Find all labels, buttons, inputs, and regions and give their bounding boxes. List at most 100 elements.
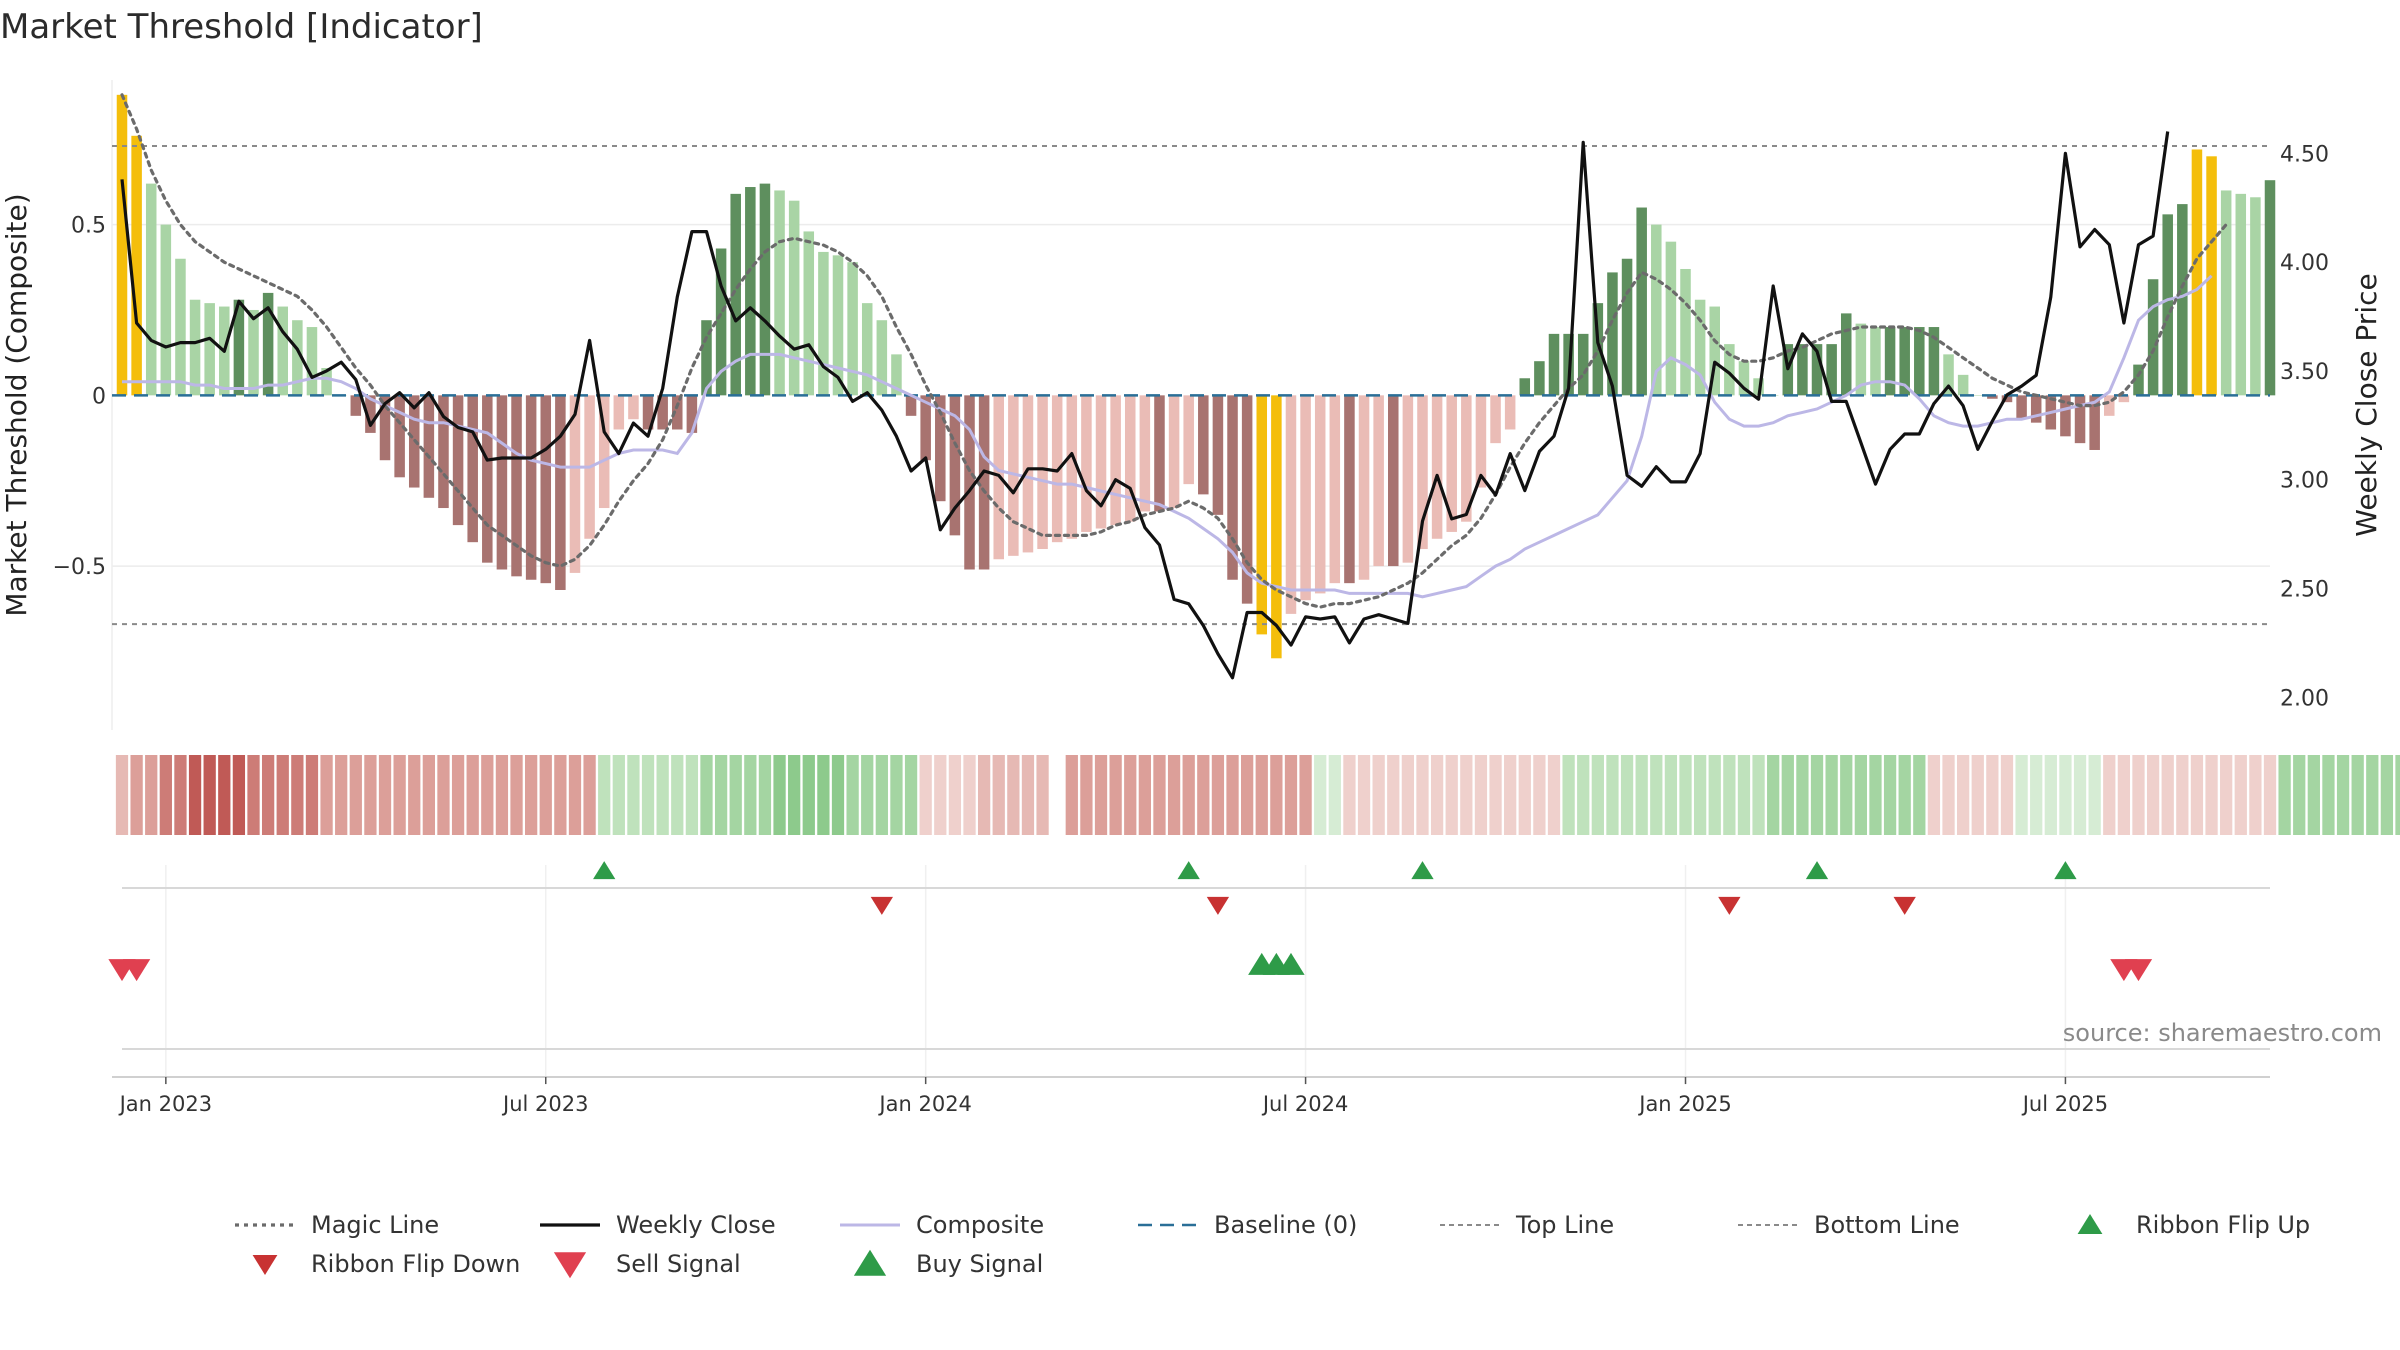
histogram-bar <box>365 395 376 433</box>
legend-label: Baseline (0) <box>1214 1211 1357 1239</box>
ribbon-cell <box>1810 755 1824 835</box>
ribbon-cell <box>1620 755 1634 835</box>
chart-title: Market Threshold [Indicator] <box>0 7 483 47</box>
histogram-bar <box>1504 395 1516 430</box>
histogram-bar <box>1490 395 1501 444</box>
ribbon-cell <box>1679 755 1692 835</box>
histogram-bar <box>1373 395 1384 567</box>
histogram-bar <box>1446 395 1457 532</box>
histogram-bar <box>949 395 961 536</box>
ribbon-cell <box>2030 755 2043 835</box>
ribbon-cell <box>203 755 216 835</box>
ribbon-cell <box>1986 755 1999 835</box>
ribbon-cell <box>744 755 757 835</box>
ribbon-cell <box>554 755 567 835</box>
histogram-bar <box>2118 395 2130 403</box>
histogram-bar <box>248 309 259 396</box>
right-y-axis: 4.50 4.00 3.50 3.00 2.50 2.00 <box>2280 142 2329 711</box>
histogram-bar <box>1548 333 1560 396</box>
ribbon-cell <box>2220 755 2233 835</box>
ribbon-cell <box>2044 755 2057 835</box>
ribbon-cell <box>2249 755 2262 835</box>
ribbon-cell <box>1577 755 1590 835</box>
legend-item-buy: Buy Signal <box>853 1249 1043 1278</box>
ribbon-cell <box>568 755 582 835</box>
ribbon-cell <box>1314 755 1327 835</box>
ribbon-cell <box>510 755 523 835</box>
ribbon-cell <box>2073 755 2087 835</box>
right-y-tick-label: 4.50 <box>2280 142 2329 167</box>
ribbon-flip-down-marker <box>1206 896 1230 915</box>
ribbon-cell <box>1854 755 1867 835</box>
legend-item-baseline: Baseline (0) <box>1138 1211 1357 1239</box>
histogram-bar <box>292 320 303 396</box>
ribbon-cell <box>481 755 494 835</box>
ribbon-cell <box>627 755 640 835</box>
histogram-bar <box>1183 395 1194 485</box>
ribbon-cell <box>1416 755 1429 835</box>
histogram-bar <box>306 327 318 396</box>
histogram-bar <box>1855 323 1867 396</box>
x-tick-label: Jul 2023 <box>501 1092 588 1116</box>
ribbon-cell <box>1927 755 1941 835</box>
histogram-bar <box>1519 378 1531 396</box>
histogram-bar <box>759 183 771 396</box>
histogram-bar <box>1534 361 1545 396</box>
ribbon-cell <box>685 755 699 835</box>
ribbon-cell <box>1343 755 1356 835</box>
ribbon-cell <box>276 755 289 835</box>
histogram-bar <box>350 395 362 416</box>
histogram-bar <box>467 395 478 543</box>
histogram-bar <box>686 395 698 433</box>
ribbon-flip-up-marker <box>2054 861 2077 880</box>
histogram-bar <box>569 395 581 573</box>
histogram-bar <box>1344 395 1355 584</box>
ribbon-cell <box>2088 755 2101 835</box>
ribbon-cell <box>1255 755 1268 835</box>
histogram-bar <box>1899 327 1910 396</box>
ribbon-cell <box>422 755 435 835</box>
ribbon-cell <box>904 755 918 835</box>
histogram-bar <box>1636 207 1647 396</box>
ribbon-cell <box>232 755 246 835</box>
ribbon-cell <box>729 755 742 835</box>
legend-swatch <box>853 1249 887 1276</box>
histogram-bar <box>847 262 858 396</box>
histogram-bar <box>2133 364 2144 396</box>
ribbon-cell <box>1723 755 1736 835</box>
ribbon-cell <box>1737 755 1751 835</box>
ribbon-cell <box>598 755 611 835</box>
ribbon-cell <box>1387 755 1400 835</box>
ribbon-cell <box>1065 755 1078 835</box>
histogram-bar <box>1417 395 1428 550</box>
ribbon-cell <box>1153 755 1166 835</box>
legend-label: Bottom Line <box>1814 1211 1960 1239</box>
left-y-axis-label: Market Threshold (Composite) <box>0 193 33 616</box>
histogram-bars <box>116 94 2276 659</box>
ribbon-cell <box>1635 755 1648 835</box>
ribbon-cell <box>817 755 830 835</box>
histogram-bar <box>1797 344 1808 396</box>
ribbon-flip-down-marker <box>870 896 893 915</box>
ribbon-cell <box>1913 755 1926 835</box>
histogram-bar <box>861 303 873 396</box>
ribbon-cell <box>2015 755 2028 835</box>
legend-label: Magic Line <box>311 1211 439 1239</box>
ribbon-cell <box>758 755 772 835</box>
composite-line <box>122 274 2213 599</box>
ribbon-cell <box>861 755 874 835</box>
histogram-bar <box>1037 395 1048 550</box>
legend-item-top: Top Line <box>1440 1211 1614 1239</box>
histogram-bar <box>189 299 201 396</box>
histogram-bar <box>1738 361 1750 396</box>
ribbon-cell <box>1124 755 1137 835</box>
histogram-bar <box>891 354 902 396</box>
legend-label: Buy Signal <box>916 1250 1043 1278</box>
ribbon-cell <box>2366 755 2379 835</box>
histogram-bar <box>394 395 405 478</box>
ribbon-cell <box>1445 755 1458 835</box>
ribbon-cell <box>393 755 406 835</box>
histogram-bar <box>1227 395 1238 580</box>
ribbon-cell <box>291 755 304 835</box>
histogram-bar <box>1022 395 1034 553</box>
